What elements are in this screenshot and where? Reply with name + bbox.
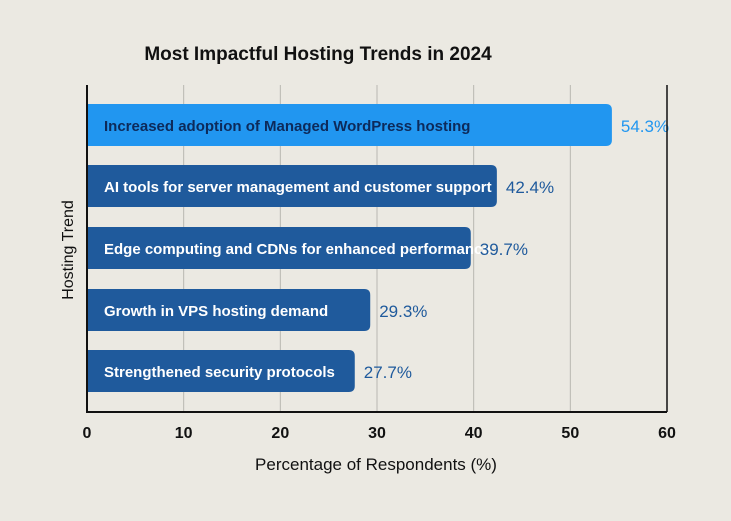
- bar: [87, 227, 471, 269]
- x-axis-label: Percentage of Respondents (%): [255, 455, 497, 474]
- bar-category-label: AI tools for server management and custo…: [104, 179, 492, 196]
- chart-title: Most Impactful Hosting Trends in 2024: [144, 44, 492, 65]
- bar-value-label: 27.7%: [364, 363, 412, 382]
- x-tick-label: 30: [368, 425, 386, 442]
- x-tick-label: 20: [271, 425, 289, 442]
- bar: [87, 289, 371, 331]
- bar-value-label: 54.3%: [621, 117, 669, 136]
- x-tick-label: 60: [658, 425, 676, 442]
- x-tick-label: 40: [465, 425, 483, 442]
- x-tick-label: 0: [83, 425, 92, 442]
- bar-category-label: Increased adoption of Managed WordPress …: [104, 118, 470, 135]
- bar-category-label: Strengthened security protocols: [104, 364, 335, 381]
- bar-category-label: Edge computing and CDNs for enhanced per…: [104, 241, 491, 258]
- bar: [87, 104, 612, 146]
- y-axis-label: Hosting Trend: [60, 200, 77, 300]
- x-tick-label: 10: [175, 425, 193, 442]
- bar-value-label: 39.7%: [480, 240, 528, 259]
- bar-value-label: 29.3%: [379, 302, 427, 321]
- bar: [87, 350, 355, 392]
- bar: [87, 165, 497, 207]
- bar-category-label: Growth in VPS hosting demand: [104, 303, 328, 320]
- bar-value-label: 42.4%: [506, 178, 554, 197]
- x-tick-label: 50: [561, 425, 579, 442]
